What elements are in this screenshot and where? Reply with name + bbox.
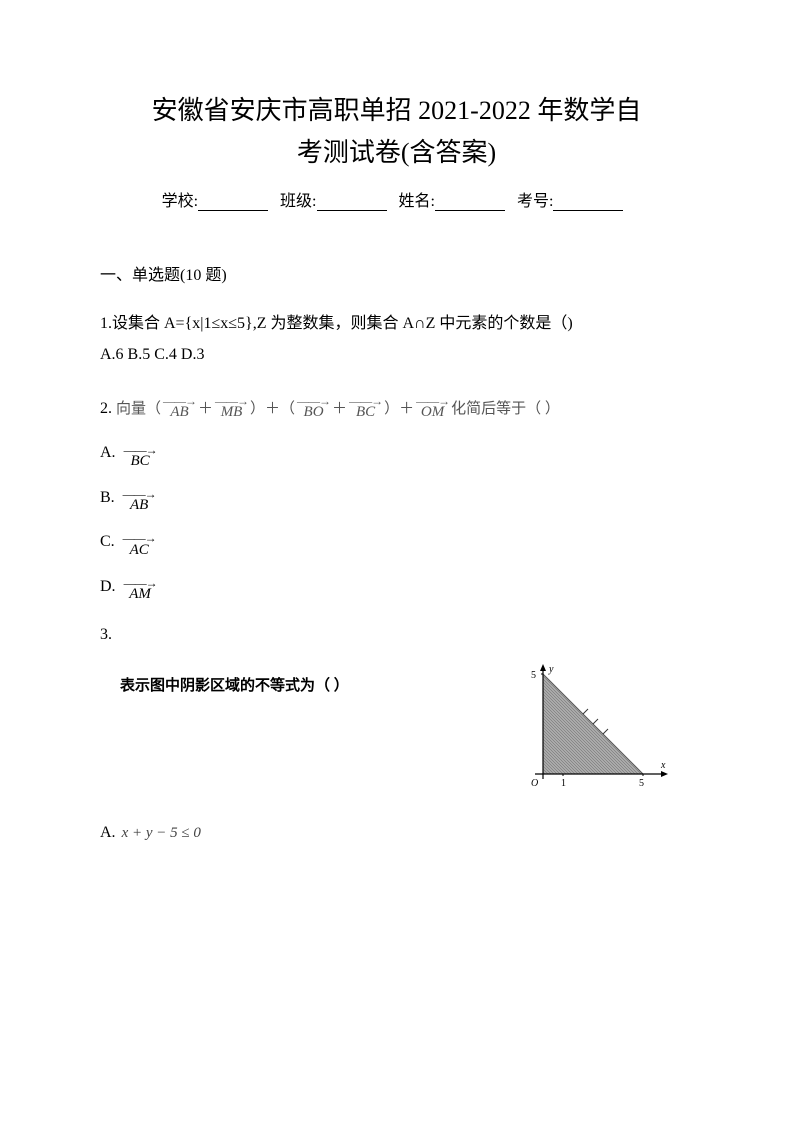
q1-number: 1.	[100, 315, 112, 332]
q2-stem-row: 2. 向量（ ——→AB ＋ ——→MB ）＋（ ——→BO ＋ ——→BC ）…	[100, 394, 693, 424]
id-label: 考号:	[517, 193, 553, 210]
q2-suffix: 化简后等于（ ）	[451, 395, 560, 424]
q3-chart-icon: 5 1 5 O x y	[513, 664, 673, 794]
vector-BC-icon: ——→BC	[124, 447, 157, 469]
x-tick-5: 5	[639, 778, 644, 789]
opt-letter: D.	[100, 572, 116, 602]
q2-mid1: ）＋（	[250, 395, 295, 424]
q2-formula: 向量（ ——→AB ＋ ——→MB ）＋（ ——→BO ＋ ——→BC ）＋ —…	[116, 395, 560, 424]
q1-options: A.6 B.5 C.4 D.3	[100, 346, 204, 363]
vector-AB-icon: ——→AB	[123, 491, 156, 513]
vector-MB-icon: ——→MB	[215, 398, 248, 420]
school-blank[interactable]	[198, 193, 268, 211]
plus-sign: ＋	[198, 395, 213, 424]
vector-AC-icon: ——→AC	[123, 535, 156, 557]
opt-letter: B.	[100, 483, 115, 513]
q2-option-c: C. ——→AC	[100, 527, 693, 557]
name-label: 姓名:	[399, 193, 435, 210]
vector-AB-icon: ——→AB	[163, 398, 196, 420]
id-blank[interactable]	[553, 193, 623, 211]
plus-sign: ＋	[332, 395, 347, 424]
origin-label: O	[531, 778, 538, 789]
vector-BO-icon: ——→BO	[297, 398, 330, 420]
q2-options: A. ——→BC B. ——→AB C. ——→AC D. ——→AM	[100, 438, 693, 602]
page-title: 安徽省安庆市高职单招 2021-2022 年数学自 考测试卷(含答案)	[100, 90, 693, 173]
opt-letter: A.	[100, 438, 116, 468]
vector-OM-icon: ——→OM	[416, 398, 449, 420]
question-1: 1.设集合 A={x|1≤x≤5},Z 为整数集，则集合 A∩Z 中元素的个数是…	[100, 309, 693, 370]
student-info-line: 学校: 班级: 姓名: 考号:	[100, 187, 693, 211]
q1-stem: 设集合 A={x|1≤x≤5},Z 为整数集，则集合 A∩Z 中元素的个数是（)	[112, 315, 573, 332]
x-tick-1: 1	[561, 778, 566, 789]
q3-opt-a-math: x + y − 5 ≤ 0	[122, 825, 201, 842]
vector-AM-icon: ——→AM	[124, 580, 157, 602]
question-3-body: 表示图中阴影区域的不等式为（ ） 5 1 5 O x y	[100, 664, 693, 794]
name-blank[interactable]	[435, 193, 505, 211]
y-tick-5: 5	[531, 670, 536, 681]
svg-text:x: x	[660, 760, 666, 771]
title-line2: 考测试卷(含答案)	[297, 138, 496, 167]
q3-stem: 表示图中阴影区域的不等式为（ ）	[100, 664, 349, 695]
q2-option-a: A. ——→BC	[100, 438, 693, 468]
q2-option-b: B. ——→AB	[100, 483, 693, 513]
q2-number: 2.	[100, 394, 112, 424]
vector-BC-icon: ——→BC	[349, 398, 382, 420]
svg-text:y: y	[548, 664, 554, 675]
q2-mid2: ）＋	[384, 395, 414, 424]
class-blank[interactable]	[317, 193, 387, 211]
q2-prefix: 向量（	[116, 395, 161, 424]
section-heading: 一、单选题(10 题)	[100, 261, 693, 285]
opt-letter: A.	[100, 824, 116, 842]
q3-number: 3.	[100, 626, 693, 644]
q2-option-d: D. ——→AM	[100, 572, 693, 602]
q3-option-a: A. x + y − 5 ≤ 0	[100, 824, 693, 842]
school-label: 学校:	[162, 193, 198, 210]
opt-letter: C.	[100, 527, 115, 557]
title-line1: 安徽省安庆市高职单招 2021-2022 年数学自	[152, 96, 642, 125]
question-2: 2. 向量（ ——→AB ＋ ——→MB ）＋（ ——→BO ＋ ——→BC ）…	[100, 394, 693, 602]
class-label: 班级:	[280, 193, 316, 210]
